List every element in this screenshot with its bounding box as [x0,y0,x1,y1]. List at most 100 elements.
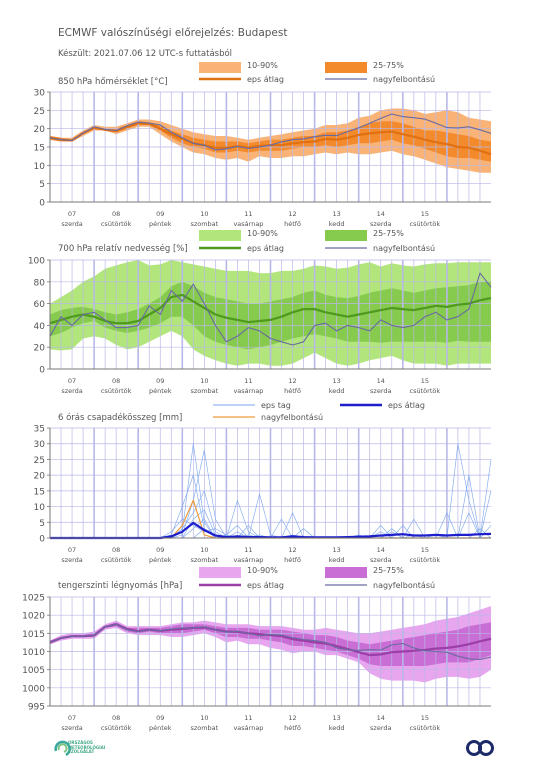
x-tick-label-day: 09 [156,210,164,218]
grid [50,596,491,707]
legend-label-inner: 25-75% [373,61,404,70]
panel-title: 850 hPa hőmérséklet [°C] [58,76,168,87]
chart-panel-3: tengerszinti légnyomás [hPa] 10-90% 25-75%… [22,566,492,732]
x-tick-label-weekday: csütörtök [101,556,132,564]
x-tick-label-day: 10 [200,377,208,385]
x-tick-label-weekday: hétfő [284,386,301,395]
chart-panel-2: 6 órás csapadékösszeg [mm] eps tag eps átl… [34,401,492,564]
legend-label-mean: eps átlag [247,244,284,253]
y-tick-label: 0 [39,199,45,209]
x-tick-label-weekday: csütörtök [410,556,441,564]
legend-label-outer: 10-90% [247,61,278,70]
legend-label-inner: 25-75% [373,566,404,575]
x-tick-label-day: 13 [333,377,341,385]
x-tick-label-day: 13 [333,714,341,722]
x-tick-label-weekday: szombat [190,387,218,395]
legend-label-mean: eps átlag [247,75,284,84]
y-tick-label: 40 [34,322,46,332]
x-tick-label-weekday: szombat [190,724,218,732]
y-tick-label: 25 [34,456,45,466]
y-tick-label: 0 [39,366,45,376]
x-tick-label-day: 10 [200,714,208,722]
legend-label-hires: nagyfelbontású [373,244,435,253]
x-tick-label-weekday: hétfő [284,219,301,228]
x-tick-label-day: 12 [288,714,296,722]
x-tick-label-day: 15 [421,546,429,554]
legend: 10-90% 25-75% eps átlag nagyfelbontású [199,61,435,84]
y-tick-label: 20 [34,472,46,482]
x-tick-label-day: 07 [68,714,76,722]
legend-label-members: eps tag [261,401,291,410]
x-tick-label-day: 07 [68,210,76,218]
x-tick-label-day: 14 [377,210,385,218]
legend-swatch-outer [199,62,241,73]
legend-swatch-outer [199,230,241,241]
legend-swatch-outer [199,567,241,578]
y-tick-label: 20 [34,344,46,354]
x-tick-label-day: 10 [200,546,208,554]
legend-label-mean: eps átlag [388,401,425,410]
x-tick-label-weekday: péntek [149,387,172,395]
y-tick-label: 0 [39,535,45,545]
x-tick-label-weekday: szerda [370,556,391,564]
legend: 10-90% 25-75% eps átlag nagyfelbontású [199,566,435,590]
x-tick-label-day: 15 [421,377,429,385]
grid [50,259,491,370]
y-tick-label: 15 [34,144,45,154]
legend: 10-90% 25-75% eps átlag nagyfelbontású [199,229,435,253]
x-tick-label-weekday: szerda [370,387,391,395]
ecmwf-logo [466,740,494,756]
series-hires [49,623,492,661]
panel-title: 700 hPa relatív nedvesség [%] [58,243,188,254]
y-tick-label: 1015 [22,630,45,640]
x-tick-label-day: 13 [333,210,341,218]
series-eps-mean [49,293,492,325]
omsz-logo [54,740,71,757]
x-tick-label-weekday: szombat [190,220,218,228]
y-tick-label: 995 [28,703,45,713]
x-tick-label-day: 12 [288,546,296,554]
x-tick-label-day: 14 [377,714,385,722]
x-tick-label-day: 15 [421,714,429,722]
x-tick-label-weekday: vasárnap [233,220,263,228]
x-tick-label-weekday: vasárnap [233,724,263,732]
x-tick-label-weekday: hétfő [284,555,301,564]
series-hires [49,272,492,346]
x-tick-label-weekday: csütörtök [101,724,132,732]
x-tick-label-day: 12 [288,210,296,218]
x-tick-label-weekday: szombat [190,556,218,564]
y-tick-label: 15 [34,487,45,497]
x-tick-label-day: 14 [377,377,385,385]
x-tick-label-weekday: kedd [329,220,345,228]
chart-panel-1: 700 hPa relatív nedvesség [%] 10-90% 25-75… [28,229,492,395]
page-title: ECMWF valószínűségi előrejelzés: Budapes… [58,27,288,39]
x-tick-label-day: 07 [68,377,76,385]
x-tick-label-day: 09 [156,377,164,385]
y-tick-label: 20 [34,125,46,135]
x-tick-label-weekday: szerda [370,724,391,732]
x-tick-label-day: 11 [244,546,252,554]
omsz-logo-text: ORSZÁGOS METEOROLÓGIAI SZOLGÁLAT [68,740,106,754]
y-tick-label: 5 [39,180,45,190]
x-tick-label-weekday: péntek [149,220,172,228]
x-tick-label-weekday: szerda [61,387,82,395]
legend-label-hires: nagyfelbontású [261,413,323,422]
x-tick-label-weekday: szerda [370,220,391,228]
x-tick-label-weekday: vasárnap [233,387,263,395]
x-tick-label-weekday: vasárnap [233,556,263,564]
legend-swatch-inner [325,567,367,578]
x-tick-label-weekday: kedd [329,724,345,732]
y-tick-label: 5 [39,519,45,529]
x-tick-label-weekday: péntek [149,724,172,732]
page-subtitle: Készült: 2021.07.06 12 UTC-s futtatásból [58,49,233,59]
y-tick-label: 10 [34,503,46,513]
y-tick-label: 1005 [22,666,45,676]
legend-swatch-inner [325,230,367,241]
x-tick-label-weekday: csütörtök [101,387,132,395]
x-tick-label-weekday: csütörtök [101,220,132,228]
panel-title: 6 órás csapadékösszeg [mm] [58,412,182,423]
x-tick-label-day: 08 [112,210,120,218]
legend-label-mean: eps átlag [247,581,284,590]
y-tick-label: 1010 [22,648,45,658]
y-tick-label: 10 [34,162,46,172]
